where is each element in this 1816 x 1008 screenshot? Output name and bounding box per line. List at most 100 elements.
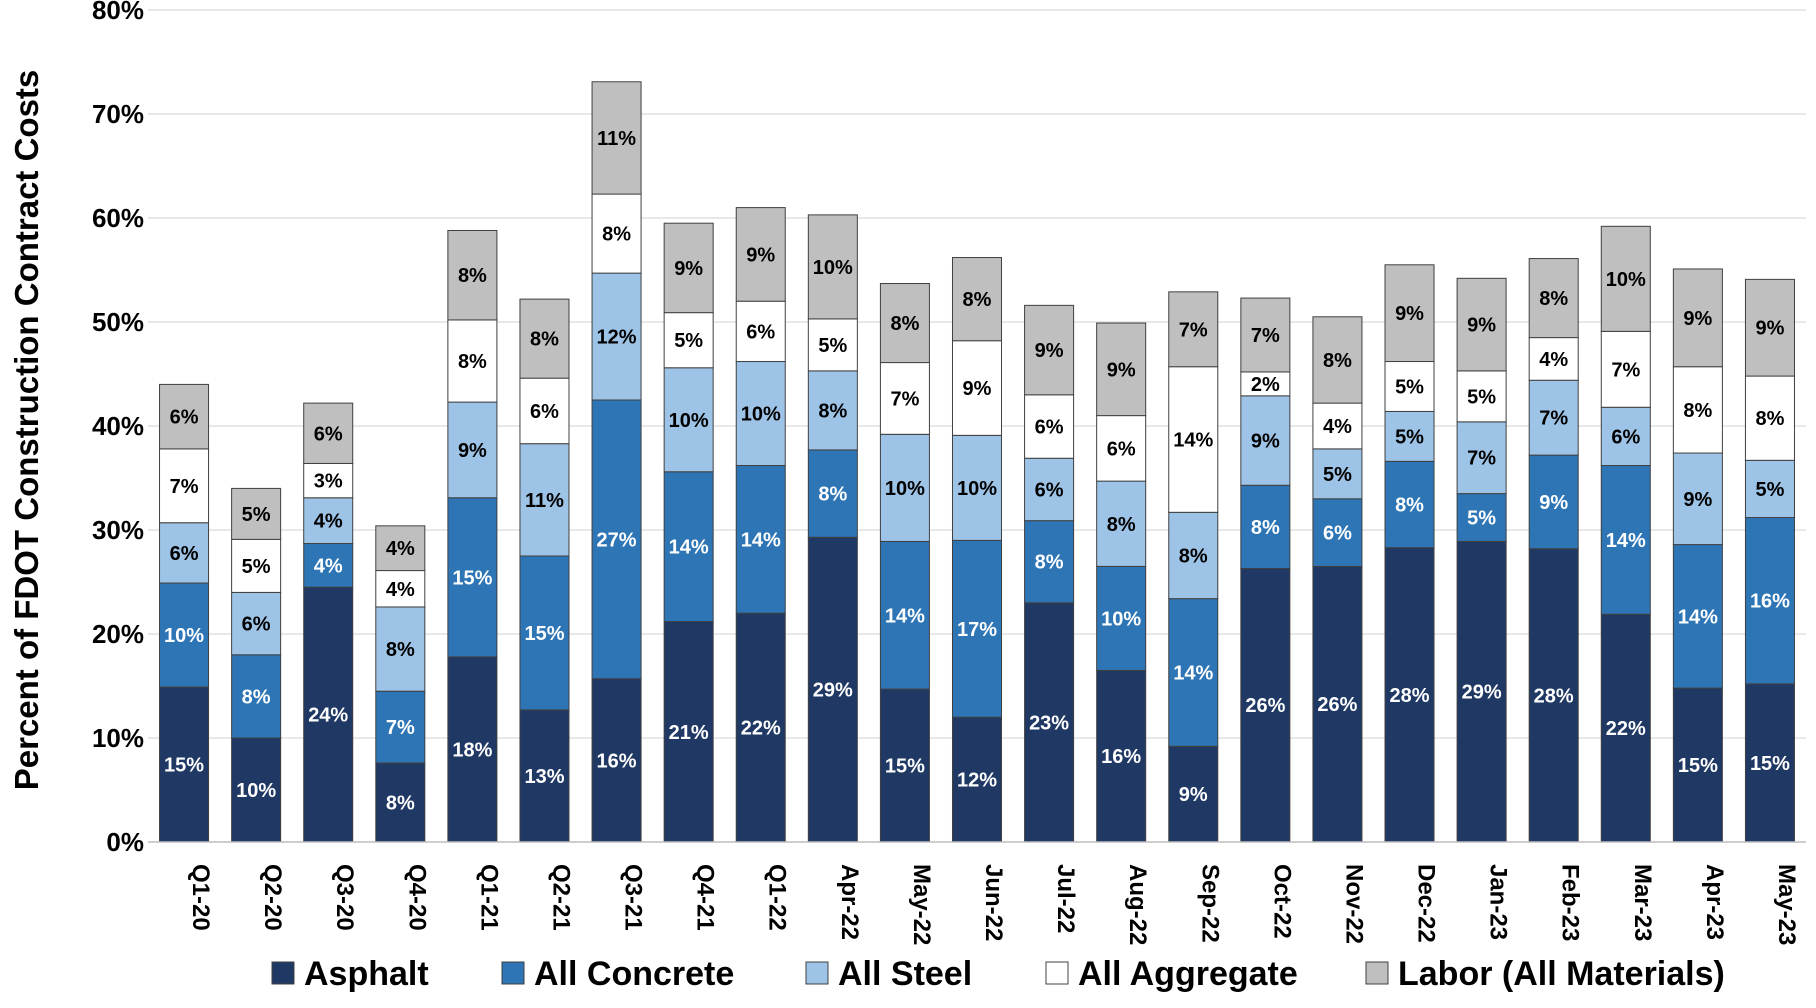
bar-segment bbox=[735, 207, 786, 302]
data-label: 5% bbox=[1467, 386, 1496, 408]
bar-segment bbox=[231, 737, 282, 843]
data-label: 12% bbox=[597, 327, 637, 349]
bar-segment bbox=[735, 465, 786, 614]
legend-label: All Steel bbox=[838, 955, 972, 993]
bar-segment bbox=[807, 536, 858, 843]
data-label: 4% bbox=[1323, 416, 1352, 438]
data-label: 15% bbox=[1678, 755, 1718, 777]
bar-segment bbox=[1600, 465, 1651, 615]
legend-label: All Concrete bbox=[534, 955, 734, 993]
x-tick-label: Q1-20 bbox=[187, 864, 214, 931]
data-label: 10% bbox=[1101, 608, 1141, 630]
legend-swatch bbox=[1365, 961, 1389, 985]
y-axis: 0% 10% 20% 30% 40% 50% 60% 70% 80% bbox=[92, 0, 144, 857]
bar-segment bbox=[519, 555, 570, 711]
data-label: 4% bbox=[386, 538, 415, 560]
bar-segment bbox=[375, 606, 426, 692]
bar-segment bbox=[447, 656, 498, 843]
bar-segment bbox=[1672, 268, 1723, 368]
data-label: 6% bbox=[746, 321, 775, 343]
bar-segment bbox=[1456, 421, 1507, 495]
x-tick-label: Q1-21 bbox=[475, 864, 502, 931]
bar-segment bbox=[591, 81, 642, 195]
data-label: 5% bbox=[818, 335, 847, 357]
x-tick-label: Q4-21 bbox=[692, 864, 719, 931]
bar-segment bbox=[159, 383, 210, 450]
bar-segment bbox=[1456, 370, 1507, 423]
bar-segment bbox=[1456, 277, 1507, 372]
data-label: 8% bbox=[1107, 514, 1136, 536]
x-tick-label: May-23 bbox=[1773, 864, 1800, 945]
data-label: 16% bbox=[597, 750, 637, 772]
bar-segment bbox=[1384, 264, 1435, 363]
bar-segment bbox=[303, 462, 354, 499]
bar-segment bbox=[303, 402, 354, 464]
data-label: 6% bbox=[314, 423, 343, 445]
bar-segment bbox=[1744, 278, 1795, 377]
bar-segment bbox=[303, 543, 354, 588]
bar-segment bbox=[159, 448, 210, 524]
y-tick-label: 0% bbox=[106, 827, 144, 857]
bar-segment bbox=[1672, 452, 1723, 546]
bar-segment bbox=[375, 762, 426, 843]
bar-segment bbox=[447, 319, 498, 403]
y-tick-label: 20% bbox=[92, 619, 144, 649]
data-label: 9% bbox=[674, 258, 703, 280]
data-label: 11% bbox=[525, 490, 564, 512]
data-label: 8% bbox=[1251, 517, 1280, 539]
bar-segment bbox=[1528, 454, 1579, 550]
x-tick-label: Oct-22 bbox=[1268, 864, 1295, 939]
bar-segment bbox=[1672, 687, 1723, 843]
data-label: 8% bbox=[386, 792, 415, 814]
bar-segment bbox=[807, 449, 858, 538]
data-label: 4% bbox=[314, 511, 343, 533]
data-label: 11% bbox=[597, 128, 636, 150]
bar-segment bbox=[1240, 484, 1291, 569]
legend-swatch bbox=[501, 961, 525, 985]
data-label: 9% bbox=[1683, 489, 1712, 511]
x-tick-label: Nov-22 bbox=[1340, 864, 1367, 944]
data-label: 10% bbox=[813, 257, 853, 279]
data-label: 9% bbox=[1035, 340, 1064, 362]
data-label: 9% bbox=[1683, 308, 1712, 330]
data-label: 8% bbox=[1323, 350, 1352, 372]
y-axis-title: Percent of FDOT Construction Contract Co… bbox=[8, 70, 45, 791]
data-label: 14% bbox=[1173, 662, 1213, 684]
bar-segment bbox=[1240, 567, 1291, 843]
y-tick-label: 70% bbox=[92, 99, 144, 129]
bar-segment bbox=[1744, 459, 1795, 519]
y-tick-label: 80% bbox=[92, 0, 144, 25]
bar-segment bbox=[879, 540, 930, 690]
bar-segment bbox=[1024, 394, 1075, 459]
data-label: 6% bbox=[530, 401, 559, 423]
data-label: 10% bbox=[236, 780, 276, 802]
bar-segment bbox=[1168, 745, 1219, 843]
data-label: 21% bbox=[669, 722, 709, 744]
bar-segment bbox=[663, 222, 714, 314]
x-tick-label: Feb-23 bbox=[1557, 864, 1584, 941]
x-tick-label: Q3-21 bbox=[620, 864, 647, 931]
data-label: 8% bbox=[818, 400, 847, 422]
bar-segment bbox=[1024, 457, 1075, 522]
bar-segment bbox=[879, 362, 930, 435]
x-axis: Q1-20 Q2-20 Q3-20 Q4-20 Q1-21 Q2-21 Q3-21 Q4-21… bbox=[148, 841, 1806, 945]
bar-segment bbox=[1744, 683, 1795, 843]
data-label: 14% bbox=[1678, 606, 1718, 628]
data-label: 6% bbox=[242, 614, 271, 636]
x-tick-label: Q4-20 bbox=[403, 864, 430, 931]
x-tick-label: Q2-20 bbox=[259, 864, 286, 931]
x-tick-label: Q1-22 bbox=[764, 864, 791, 931]
data-label: 14% bbox=[669, 537, 709, 559]
bar-segment bbox=[591, 678, 642, 843]
data-label: 8% bbox=[1683, 400, 1712, 422]
bar-segment bbox=[879, 688, 930, 843]
bar-segment bbox=[1384, 361, 1435, 412]
bar-segment bbox=[519, 377, 570, 445]
bar-segment bbox=[1312, 402, 1363, 450]
bar-segment bbox=[375, 525, 426, 572]
bar-segment bbox=[735, 361, 786, 467]
bar-segment bbox=[591, 272, 642, 401]
data-label: 7% bbox=[1539, 408, 1568, 430]
data-label: 8% bbox=[1179, 545, 1208, 567]
legend-label: Labor (All Materials) bbox=[1398, 955, 1725, 993]
